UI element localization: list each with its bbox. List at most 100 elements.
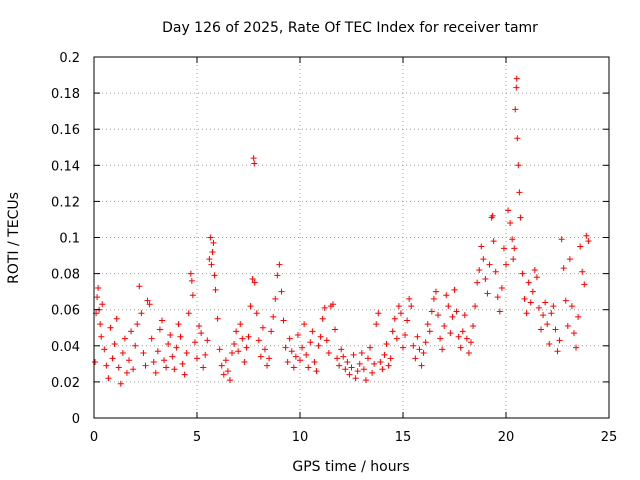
data-point [451, 286, 458, 293]
data-point [299, 344, 306, 351]
data-point [336, 362, 343, 369]
data-point [527, 299, 534, 306]
data-point [239, 335, 246, 342]
data-point [200, 364, 207, 371]
data-point [529, 288, 536, 295]
data-point [375, 310, 382, 317]
data-point [467, 339, 474, 346]
data-point [247, 303, 254, 310]
data-point [146, 301, 153, 308]
x-tick-label: 25 [601, 430, 618, 445]
data-point [443, 292, 450, 299]
data-point [404, 317, 411, 324]
data-point [334, 355, 341, 362]
data-point [426, 328, 433, 335]
data-point [123, 369, 130, 376]
x-tick-label: 15 [395, 430, 412, 445]
data-point [92, 359, 99, 366]
data-point [284, 359, 291, 366]
data-point [165, 340, 172, 347]
data-point [173, 344, 180, 351]
data-point [554, 348, 561, 355]
data-point [342, 366, 349, 373]
data-point [350, 351, 357, 358]
data-point [463, 335, 470, 342]
data-point [95, 285, 102, 292]
data-point [241, 359, 248, 366]
data-point [519, 270, 526, 277]
data-point [249, 276, 256, 283]
data-point [119, 350, 126, 357]
y-tick-label: 0.02 [51, 376, 80, 391]
data-point [385, 362, 392, 369]
data-point [276, 261, 283, 268]
data-point [418, 362, 425, 369]
data-points [92, 75, 592, 387]
data-point [288, 348, 295, 355]
data-point [356, 360, 363, 367]
data-point [216, 346, 223, 353]
data-point [391, 315, 398, 322]
data-point [575, 313, 582, 320]
data-point [208, 261, 215, 268]
data-point [332, 326, 339, 333]
data-point [420, 350, 427, 357]
data-point [94, 294, 101, 301]
data-point [323, 337, 330, 344]
grid-lines [94, 57, 609, 418]
data-point [278, 288, 285, 295]
data-point [500, 245, 507, 252]
data-point [503, 261, 509, 268]
data-point [167, 331, 174, 338]
data-point [253, 310, 260, 317]
data-point [103, 362, 110, 369]
data-point [144, 297, 151, 304]
data-point [257, 353, 264, 360]
data-point [329, 301, 336, 308]
data-point [432, 288, 439, 295]
data-point [455, 333, 462, 340]
data-point [402, 331, 409, 338]
y-axis-label: ROTI / TECUs [6, 192, 22, 284]
data-point [566, 256, 573, 263]
data-point [585, 238, 592, 245]
data-point [548, 310, 555, 317]
x-axis-label: GPS time / hours [292, 459, 409, 475]
data-point [439, 346, 446, 353]
data-point [348, 364, 355, 371]
data-point [447, 330, 454, 337]
data-point [470, 322, 477, 329]
data-point [573, 344, 580, 351]
data-point [465, 350, 472, 357]
data-point [191, 339, 198, 346]
data-point [562, 297, 569, 304]
data-point [220, 371, 227, 378]
data-point [377, 359, 384, 366]
data-point [209, 248, 216, 255]
data-point [140, 350, 147, 357]
data-point [317, 333, 324, 340]
y-tick-label: 0.04 [51, 340, 80, 355]
data-point [422, 339, 429, 346]
data-point [513, 75, 520, 82]
data-point [187, 270, 194, 277]
data-point [490, 238, 497, 245]
data-point [301, 321, 308, 328]
data-point [97, 321, 104, 328]
y-tick-labels: 0 0.02 0.04 0.06 0.08 0.1 0.12 0.14 0.16 0.18 0.2 [51, 51, 80, 427]
data-point [286, 335, 293, 342]
y-tick-label: 0.18 [51, 87, 80, 102]
data-point [544, 321, 551, 328]
data-point [294, 331, 301, 338]
data-point [338, 346, 345, 353]
data-point [142, 362, 149, 369]
data-point [297, 357, 303, 364]
data-point [509, 236, 516, 243]
y-tick-label: 0.12 [51, 195, 80, 210]
data-point [188, 277, 195, 284]
data-point [400, 344, 406, 351]
data-point [373, 321, 380, 328]
y-tick-label: 0.2 [59, 51, 80, 66]
data-point [354, 368, 361, 375]
data-point [105, 375, 112, 382]
